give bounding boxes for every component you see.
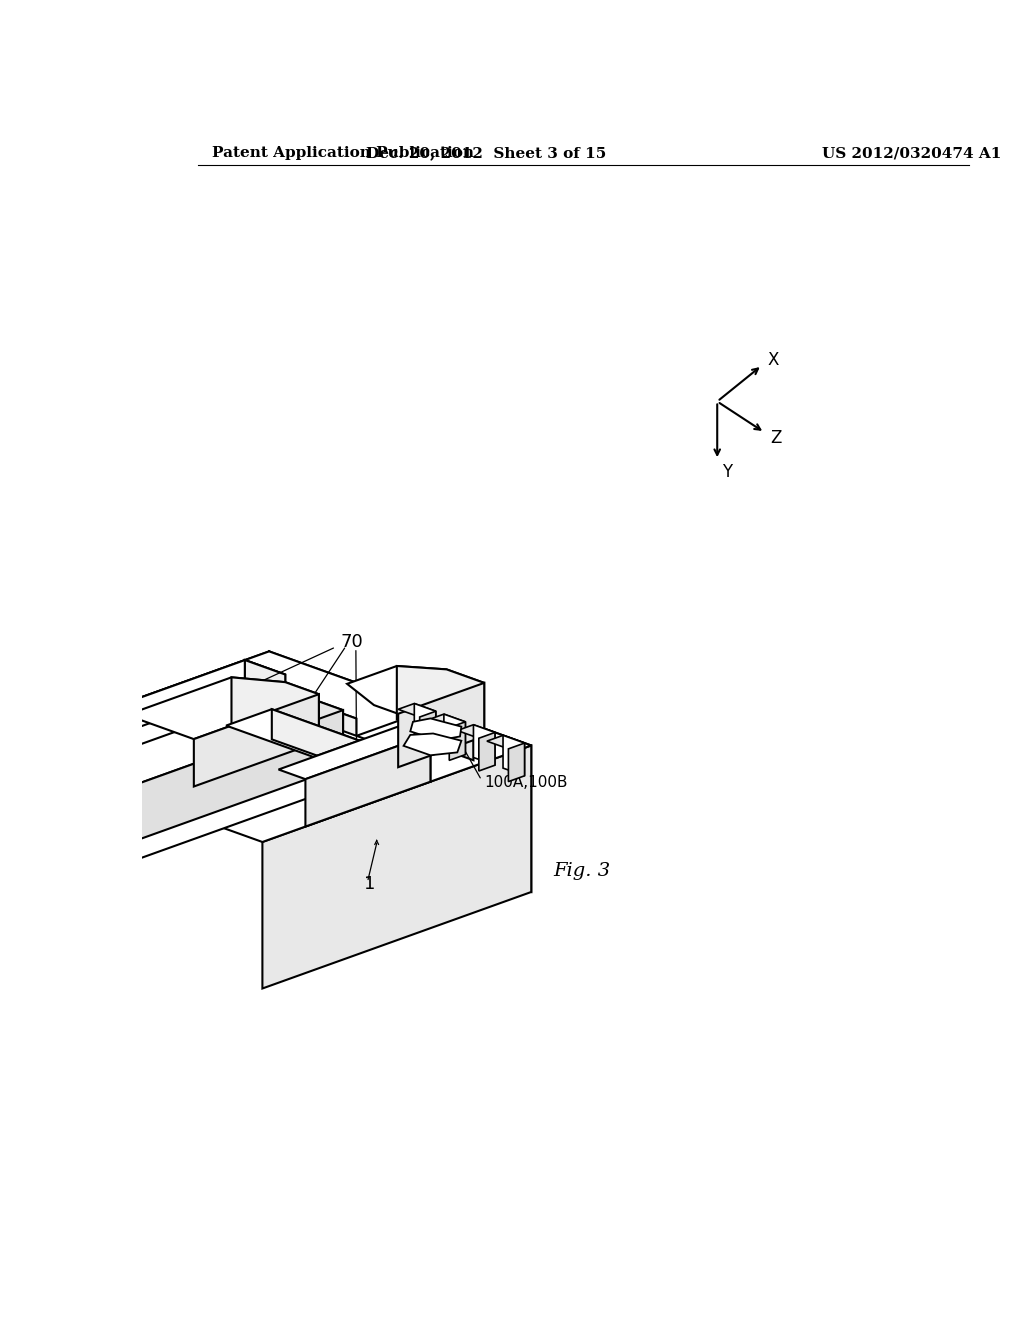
Polygon shape	[503, 735, 524, 776]
Polygon shape	[286, 743, 373, 792]
Text: Fig. 3: Fig. 3	[553, 862, 610, 880]
Polygon shape	[443, 714, 465, 755]
Polygon shape	[340, 713, 356, 735]
Text: Dec. 20, 2012  Sheet 3 of 15: Dec. 20, 2012 Sheet 3 of 15	[367, 147, 606, 160]
Polygon shape	[398, 682, 484, 767]
Polygon shape	[479, 733, 495, 771]
Polygon shape	[121, 710, 343, 846]
Polygon shape	[13, 660, 286, 758]
Polygon shape	[231, 677, 318, 742]
Polygon shape	[269, 651, 531, 892]
Text: 1: 1	[364, 875, 375, 892]
Polygon shape	[415, 704, 436, 744]
Text: Patent Application Publication: Patent Application Publication	[212, 147, 474, 160]
Polygon shape	[54, 743, 373, 858]
Polygon shape	[127, 677, 318, 739]
Polygon shape	[420, 711, 436, 750]
Polygon shape	[305, 734, 430, 826]
Text: X: X	[767, 351, 778, 370]
Text: US 2012/0320474 A1: US 2012/0320474 A1	[822, 147, 1001, 160]
Polygon shape	[398, 704, 436, 717]
Polygon shape	[508, 743, 524, 781]
Polygon shape	[356, 714, 473, 756]
Polygon shape	[486, 735, 524, 748]
Polygon shape	[0, 651, 269, 895]
Polygon shape	[264, 713, 356, 746]
Polygon shape	[403, 725, 430, 781]
Polygon shape	[271, 709, 359, 771]
Polygon shape	[411, 718, 462, 741]
Polygon shape	[194, 694, 318, 787]
Polygon shape	[245, 660, 286, 743]
Polygon shape	[245, 660, 286, 743]
Polygon shape	[68, 690, 343, 789]
Polygon shape	[428, 714, 465, 727]
Polygon shape	[417, 714, 473, 760]
Text: Y: Y	[722, 463, 732, 482]
Polygon shape	[0, 651, 531, 842]
Polygon shape	[347, 667, 484, 714]
Polygon shape	[290, 690, 343, 766]
Polygon shape	[458, 725, 495, 738]
Text: 100A,100B: 100A,100B	[484, 775, 568, 789]
Polygon shape	[397, 667, 484, 737]
Polygon shape	[403, 734, 462, 755]
Polygon shape	[473, 725, 495, 766]
Polygon shape	[279, 725, 430, 779]
Text: 70: 70	[340, 634, 364, 651]
Text: Z: Z	[771, 429, 782, 446]
Polygon shape	[262, 746, 531, 989]
Polygon shape	[226, 709, 359, 756]
Polygon shape	[313, 741, 359, 787]
Polygon shape	[450, 722, 465, 760]
